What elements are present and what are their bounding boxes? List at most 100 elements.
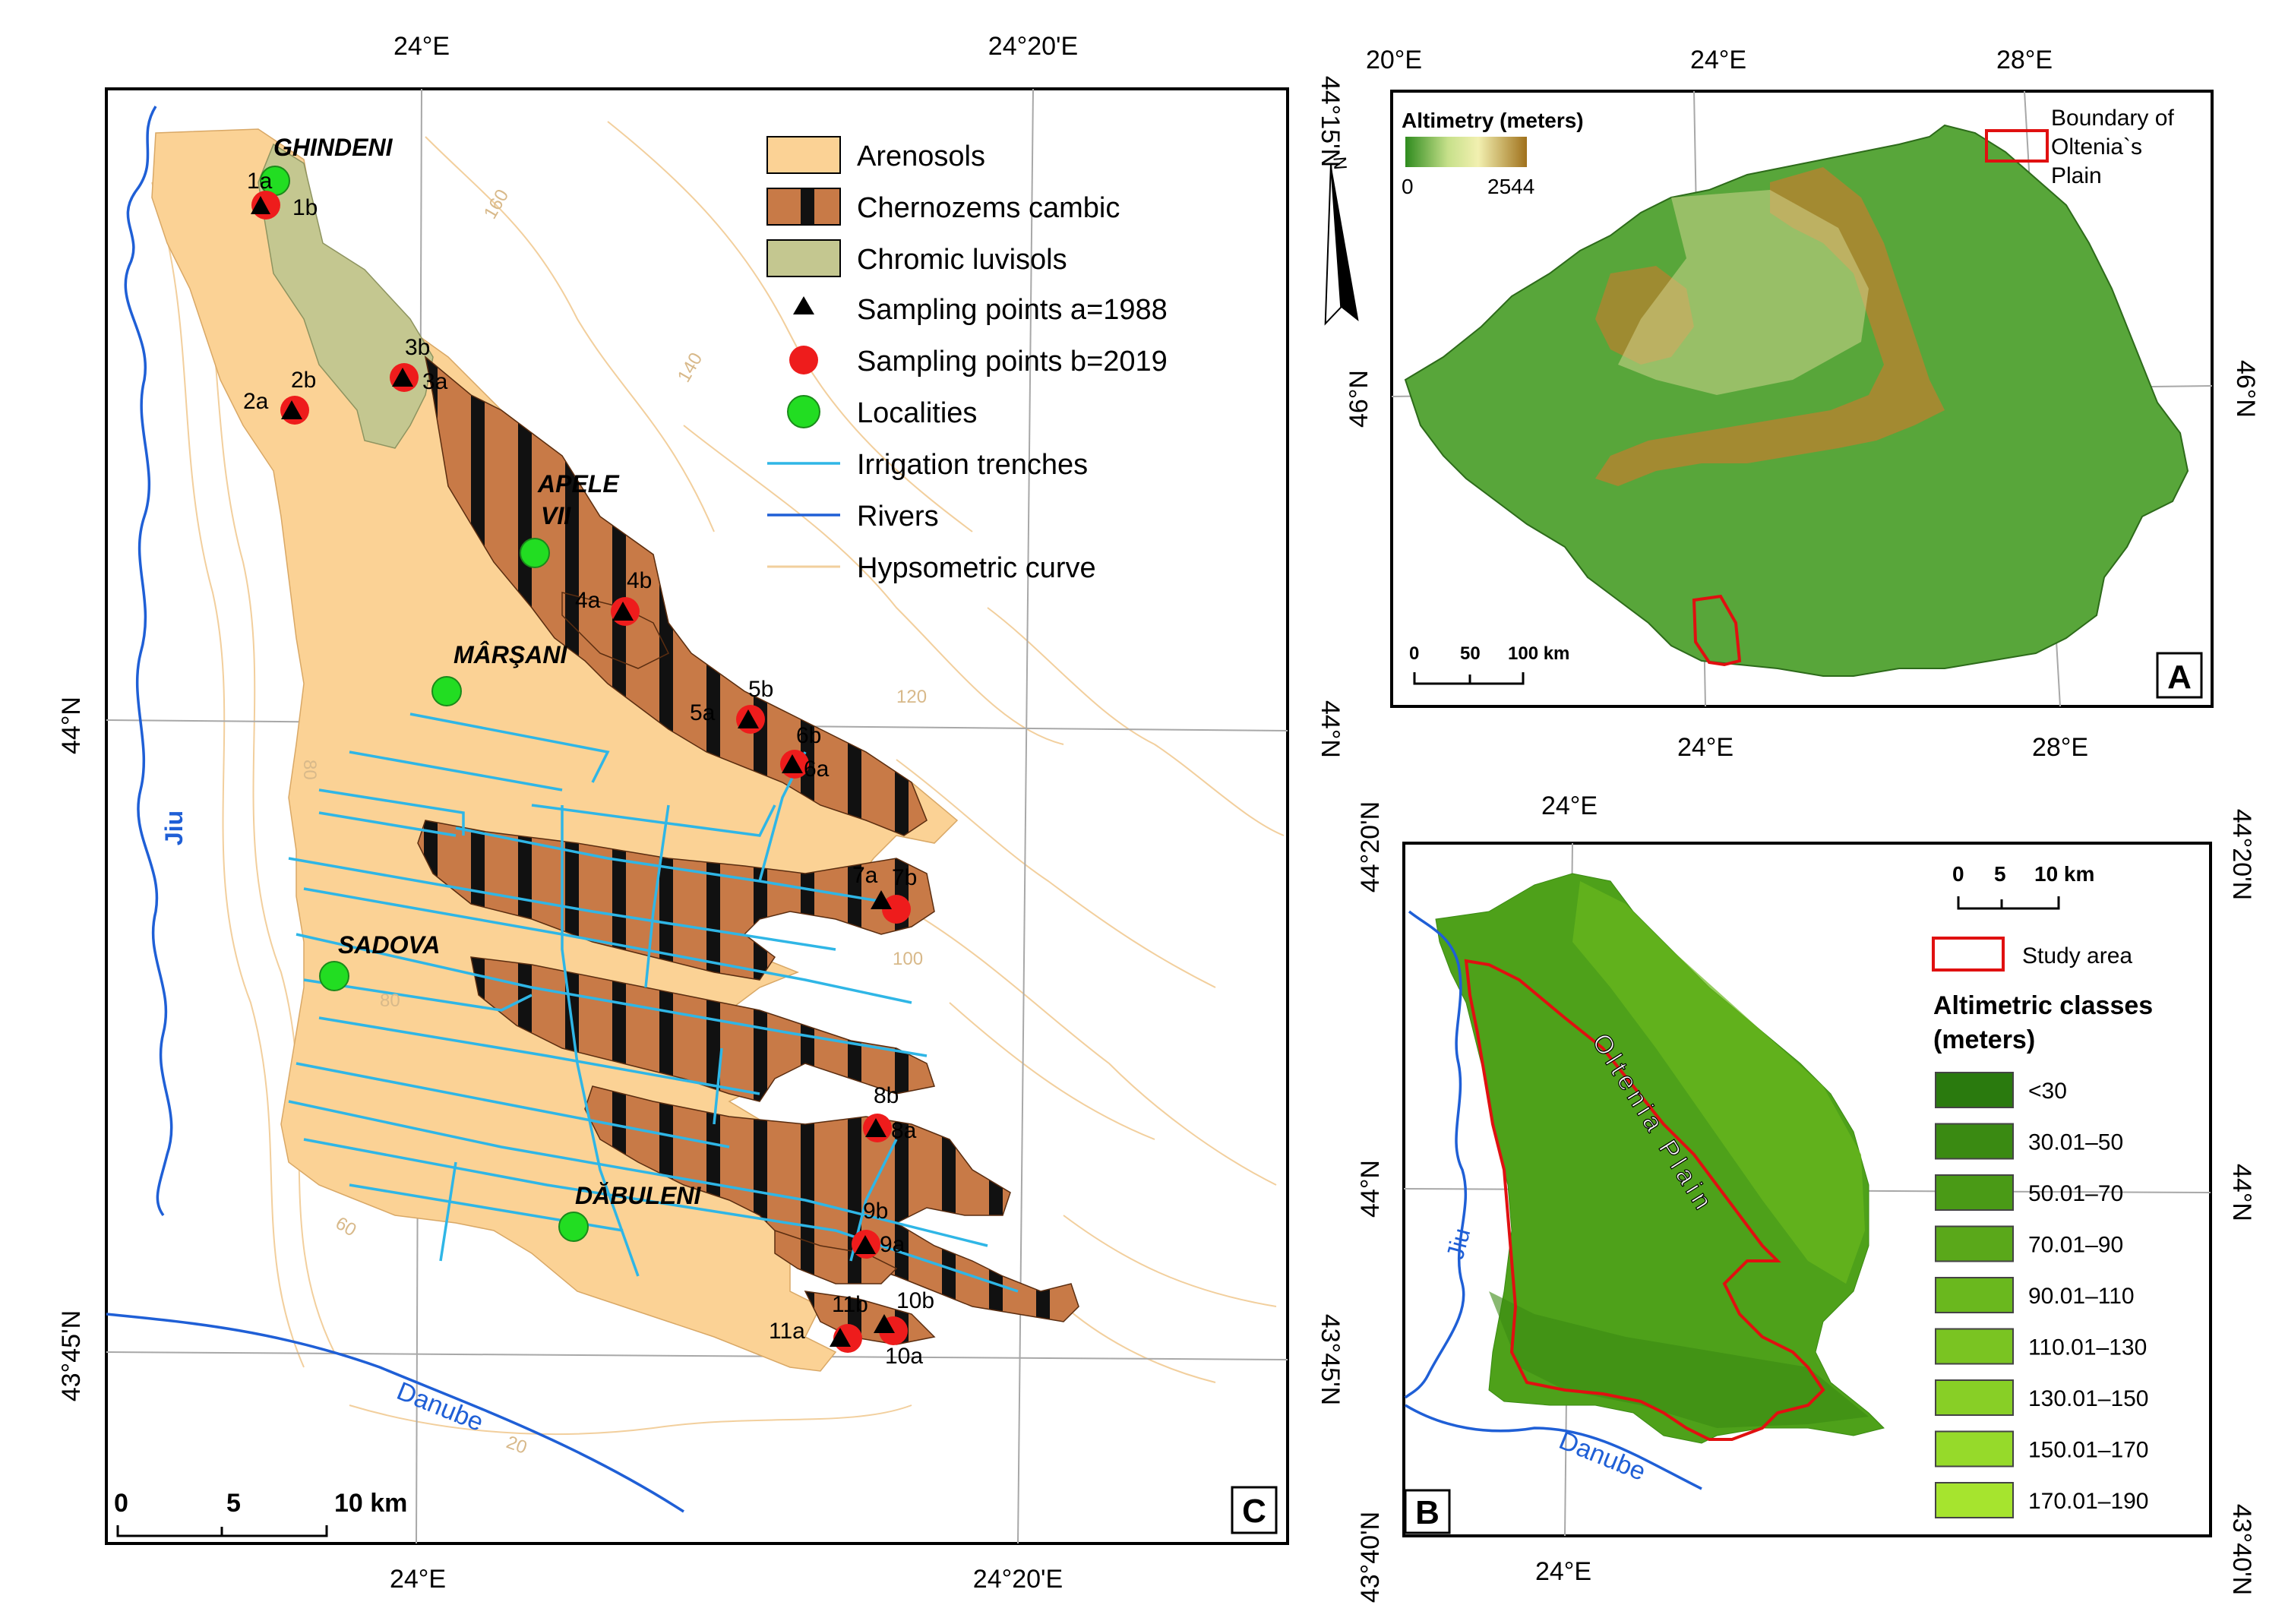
panel-label-b: B xyxy=(1404,1489,1451,1534)
svg-text:1b: 1b xyxy=(292,195,318,220)
scale-bar-a: 0 50 100 km xyxy=(1409,643,1569,685)
rivers xyxy=(106,106,684,1513)
svg-text:9b: 9b xyxy=(863,1199,888,1224)
coord-b-left-4340n: 43°40'N xyxy=(1356,1512,1385,1603)
legend-sampling-b: Sampling points b=2019 xyxy=(857,346,1168,378)
coord-a-right-46n: 46°N xyxy=(2231,360,2260,418)
legend-hypsometric: Hypsometric curve xyxy=(857,552,1096,584)
svg-text:7b: 7b xyxy=(892,865,917,890)
coord-b-right-4420n: 44°20'N xyxy=(2227,809,2256,900)
hills xyxy=(1618,190,1869,395)
svg-text:8a: 8a xyxy=(891,1118,917,1143)
svg-text:50: 50 xyxy=(1460,643,1481,664)
svg-text:80: 80 xyxy=(299,760,320,780)
class-label: <30 xyxy=(2028,1079,2067,1104)
svg-text:9a: 9a xyxy=(880,1232,905,1257)
coord-b-left-44n: 44°N xyxy=(1356,1160,1385,1218)
coord-top-right: 24°20'E xyxy=(988,32,1078,61)
coord-a-bottom-28e: 28°E xyxy=(2032,733,2088,762)
class-label: 110.01–130 xyxy=(2028,1335,2147,1360)
class-swatch xyxy=(1935,1072,2014,1108)
svg-text:5: 5 xyxy=(226,1489,241,1518)
coord-b-bottom-24e: 24°E xyxy=(1535,1557,1591,1586)
class-swatch xyxy=(1935,1123,2014,1160)
study-area-boundary xyxy=(1464,959,1825,1441)
class-swatch xyxy=(1935,1328,2014,1365)
svg-text:B: B xyxy=(1415,1494,1440,1531)
legend-localities: Localities xyxy=(857,397,977,429)
scale-bar-c: 0 5 10 km xyxy=(114,1489,407,1537)
svg-text:5: 5 xyxy=(1994,862,2006,886)
svg-text:5b: 5b xyxy=(748,677,773,702)
class-swatch xyxy=(1935,1482,2014,1518)
chromic-luvisols-area xyxy=(258,143,434,449)
localities xyxy=(260,166,589,1242)
coord-a-left-46n: 46°N xyxy=(1345,370,1373,428)
locality-marsani: MÂRŞANI xyxy=(454,641,567,668)
north-label: N xyxy=(1329,156,1350,170)
svg-text:2b: 2b xyxy=(291,368,316,393)
coord-right-4415n: 44°15'N xyxy=(1316,76,1345,167)
svg-text:A: A xyxy=(2167,659,2192,696)
coord-bottom-left: 24°E xyxy=(390,1565,446,1594)
svg-text:1a: 1a xyxy=(247,169,273,194)
legend-sampling-a: Sampling points a=1988 xyxy=(857,294,1168,326)
carpathians xyxy=(1595,167,1945,486)
svg-text:120: 120 xyxy=(896,687,927,707)
coord-top-left: 24°E xyxy=(393,32,450,61)
class-label: 130.01–150 xyxy=(2028,1386,2149,1411)
coord-a-24e: 24°E xyxy=(1690,46,1746,74)
svg-text:Boundary of: Boundary of xyxy=(2051,106,2174,131)
svg-text:C: C xyxy=(1242,1493,1266,1530)
class-label: 30.01–50 xyxy=(2028,1130,2123,1155)
panel-label-c: C xyxy=(1231,1486,1278,1534)
boundary-legend: Boundary of Oltenia`s Plain xyxy=(1985,106,2174,188)
scale-bar-b: 0 5 10 km xyxy=(1952,862,2094,910)
svg-text:100: 100 xyxy=(893,949,923,969)
oltenia-boundary xyxy=(1692,594,1742,667)
legend-arenosols: Arenosols xyxy=(857,141,985,172)
svg-text:11b: 11b xyxy=(832,1292,868,1317)
svg-text:Plain: Plain xyxy=(2051,163,2102,188)
legend-study-area: Study area xyxy=(2022,943,2132,968)
legend-c: Arenosols Chernozems cambic Chromic luvi… xyxy=(766,136,1168,584)
svg-text:6a: 6a xyxy=(804,757,830,782)
svg-text:10a: 10a xyxy=(885,1344,923,1369)
class-swatch xyxy=(1935,1379,2014,1416)
svg-text:2544: 2544 xyxy=(1487,175,1534,198)
legend-chromic-luvisols: Chromic luvisols xyxy=(857,244,1067,276)
svg-text:2a: 2a xyxy=(243,389,269,414)
coord-right-4345n: 43°45'N xyxy=(1316,1314,1345,1405)
coord-a-20e: 20°E xyxy=(1366,46,1422,74)
panel-a: 20°E 24°E 28°E 24°E 28°E 46°N 46°N Altim… xyxy=(1345,46,2260,762)
svg-text:4b: 4b xyxy=(627,568,652,593)
class-label: 50.01–70 xyxy=(2028,1181,2123,1206)
coord-b-top-24e: 24°E xyxy=(1541,791,1598,820)
legend-chernozems: Chernozems cambic xyxy=(857,192,1120,224)
coord-bottom-right: 24°20'E xyxy=(973,1565,1063,1594)
svg-text:7a: 7a xyxy=(852,863,878,888)
locality-sadova: SADOVA xyxy=(338,931,441,959)
class-swatch xyxy=(1935,1430,2014,1468)
svg-text:10 km: 10 km xyxy=(2034,862,2094,886)
svg-text:0: 0 xyxy=(1409,643,1419,664)
locality-apele: APELE xyxy=(537,470,620,498)
legend-classes-units: (meters) xyxy=(1933,1025,2035,1054)
legend-classes-title: Altimetric classes xyxy=(1933,991,2153,1020)
svg-text:0: 0 xyxy=(1952,862,1964,886)
class-label: 150.01–170 xyxy=(2028,1438,2149,1463)
svg-text:4a: 4a xyxy=(575,588,601,613)
north-arrow: N xyxy=(1324,156,1359,326)
svg-text:11a: 11a xyxy=(769,1319,805,1344)
panel-c: 24°E 24°20'E 24°E 24°20'E 44°N 43°45'N 4… xyxy=(57,32,1359,1594)
coord-left-44n: 44°N xyxy=(57,697,86,754)
class-swatches: <30 30.01–50 50.01–70 70.01–90 90.01–110 110.… xyxy=(1935,1072,2149,1518)
svg-text:0: 0 xyxy=(1402,175,1414,198)
svg-text:80: 80 xyxy=(380,991,400,1011)
locality-vii: VII xyxy=(541,502,571,529)
svg-text:0: 0 xyxy=(114,1489,128,1518)
class-label: 70.01–90 xyxy=(2028,1233,2123,1258)
coord-b-right-4340n: 43°40'N xyxy=(2227,1504,2256,1595)
locality-dabuleni: DĂBULENI xyxy=(575,1182,701,1209)
svg-text:10 km: 10 km xyxy=(334,1489,407,1518)
